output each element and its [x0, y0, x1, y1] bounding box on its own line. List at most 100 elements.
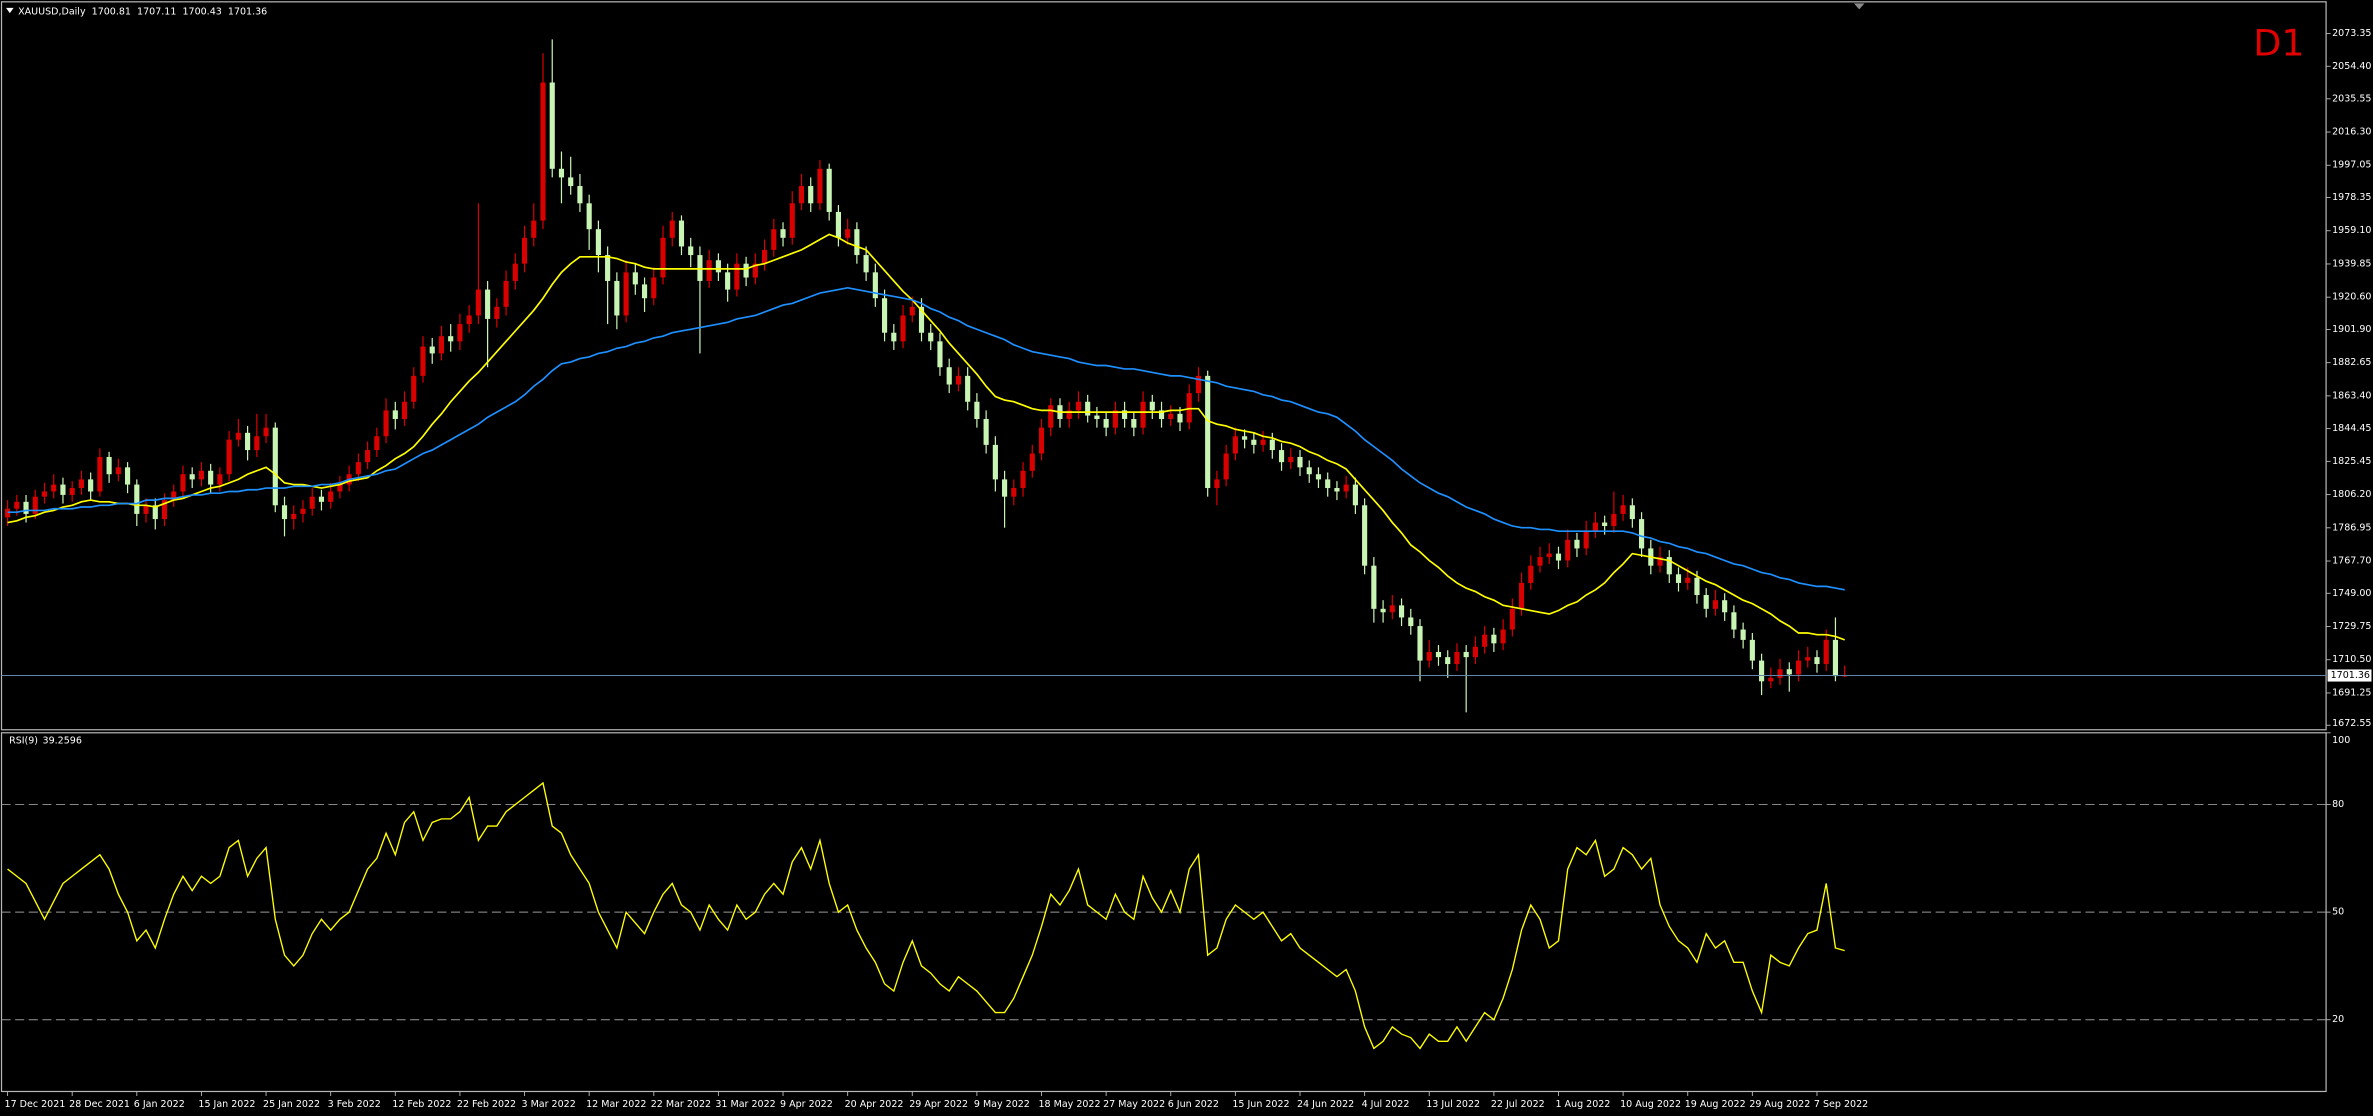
candle-body: [272, 427, 278, 506]
candle-body: [1066, 410, 1072, 420]
candle-body: [161, 500, 168, 520]
candle-body: [134, 484, 140, 514]
candle-body: [1380, 608, 1386, 613]
candle-body: [1223, 453, 1229, 480]
candle-body: [641, 284, 648, 299]
candle-body: [32, 496, 38, 514]
chart-header: XAUUSD,Daily 1700.81 1707.11 1700.43 1701.36: [18, 6, 267, 17]
candle-body: [1546, 553, 1552, 558]
candle-body: [974, 401, 980, 420]
candle-body: [1722, 600, 1728, 613]
candle-body: [125, 467, 131, 485]
candle-body: [1334, 488, 1340, 492]
candle-body: [485, 289, 491, 319]
y-tick-label: 1978.35: [2332, 192, 2371, 203]
candle-body: [235, 432, 241, 440]
candle-body: [106, 456, 112, 475]
x-tick-label: 15 Jun 2022: [1232, 1099, 1289, 1110]
candle-body: [817, 168, 823, 204]
y-tick-label: 1920.60: [2332, 292, 2371, 303]
candle-body: [512, 263, 518, 281]
candle-body: [411, 375, 417, 402]
candle-body: [60, 484, 66, 495]
candle-body: [226, 439, 232, 475]
candle-body: [1639, 519, 1645, 549]
candle-body: [1795, 660, 1802, 675]
candle-body: [309, 496, 315, 509]
y-tick-label: 2016.30: [2332, 127, 2371, 138]
candle-body: [909, 306, 915, 316]
timeframe-badge: D1: [2253, 22, 2304, 65]
candle-body: [1417, 626, 1423, 661]
candle-body: [78, 479, 84, 489]
candle-body: [1177, 413, 1183, 423]
candle-body: [1020, 470, 1026, 489]
x-tick-label: 25 Jan 2022: [263, 1099, 320, 1110]
candle-body: [688, 246, 694, 256]
x-tick-label: 10 Aug 2022: [1620, 1099, 1681, 1110]
candle-body: [1657, 557, 1663, 566]
candle-body: [1435, 651, 1442, 658]
candle-body: [1675, 574, 1682, 583]
candle-body: [568, 177, 574, 187]
candle-body: [494, 306, 500, 319]
x-tick-label: 19 Aug 2022: [1685, 1099, 1746, 1110]
candle-body: [1103, 419, 1109, 428]
y-tick-label: 1825.45: [2332, 456, 2371, 467]
candle-body: [1002, 479, 1008, 497]
candle-body: [965, 375, 971, 402]
y-tick-label: 1749.00: [2332, 588, 2371, 599]
x-tick-label: 9 May 2022: [974, 1099, 1030, 1110]
open-value: 1700.81: [92, 6, 131, 17]
x-tick-label: 22 Jul 2022: [1491, 1099, 1545, 1110]
candle-body: [1703, 595, 1709, 609]
y-tick-label: 1844.45: [2332, 423, 2371, 434]
rsi-title: RSI(9): [9, 735, 38, 746]
candle-body: [1131, 419, 1137, 428]
candle-body: [854, 229, 860, 256]
candle-body: [826, 168, 832, 212]
candle-body: [1205, 375, 1211, 489]
x-tick-label: 22 Mar 2022: [651, 1099, 711, 1110]
candle-body: [1371, 565, 1377, 609]
y-tick-label: 2035.55: [2332, 93, 2371, 104]
candle-body: [189, 474, 195, 480]
candle-body: [1315, 474, 1322, 480]
candle-body: [1583, 531, 1589, 549]
x-tick-label: 1 Aug 2022: [1555, 1099, 1610, 1110]
x-tick-label: 9 Apr 2022: [780, 1099, 833, 1110]
candle-body: [1038, 427, 1045, 454]
y-tick-label: 1691.25: [2332, 687, 2371, 698]
y-tick-label: 1710.50: [2332, 654, 2371, 665]
candle-body: [521, 237, 528, 264]
y-tick-label: 1959.10: [2332, 225, 2371, 236]
candle-body: [1509, 608, 1515, 630]
menu-arrow[interactable]: [6, 7, 14, 14]
candle-body: [1832, 639, 1839, 677]
candle-body: [1528, 565, 1534, 583]
candle-body: [1518, 582, 1525, 609]
candle-body: [1491, 634, 1497, 644]
candle-body: [1214, 479, 1220, 489]
x-tick-label: 29 Apr 2022: [909, 1099, 968, 1110]
x-tick-label: 18 May 2022: [1038, 1099, 1100, 1110]
candle-body: [1195, 375, 1202, 394]
candle-body: [1343, 484, 1349, 492]
candle-body: [891, 332, 897, 342]
candle-body: [281, 505, 288, 520]
y-tick-label: 1997.05: [2332, 160, 2371, 171]
candle-body: [1759, 660, 1765, 682]
candle-body: [152, 505, 158, 520]
candle-body: [438, 336, 445, 354]
candle-body: [1389, 605, 1395, 613]
y-tick-label: 2073.35: [2332, 28, 2371, 39]
chart-shift-marker[interactable]: [1853, 3, 1865, 10]
candle-body: [263, 427, 269, 437]
candle-body: [900, 315, 906, 342]
candle-body: [540, 82, 546, 221]
candle-body: [208, 470, 214, 485]
y-tick-label: 2054.40: [2332, 61, 2371, 72]
candle-body: [466, 315, 472, 325]
y-tick-label: 1901.90: [2332, 324, 2371, 335]
